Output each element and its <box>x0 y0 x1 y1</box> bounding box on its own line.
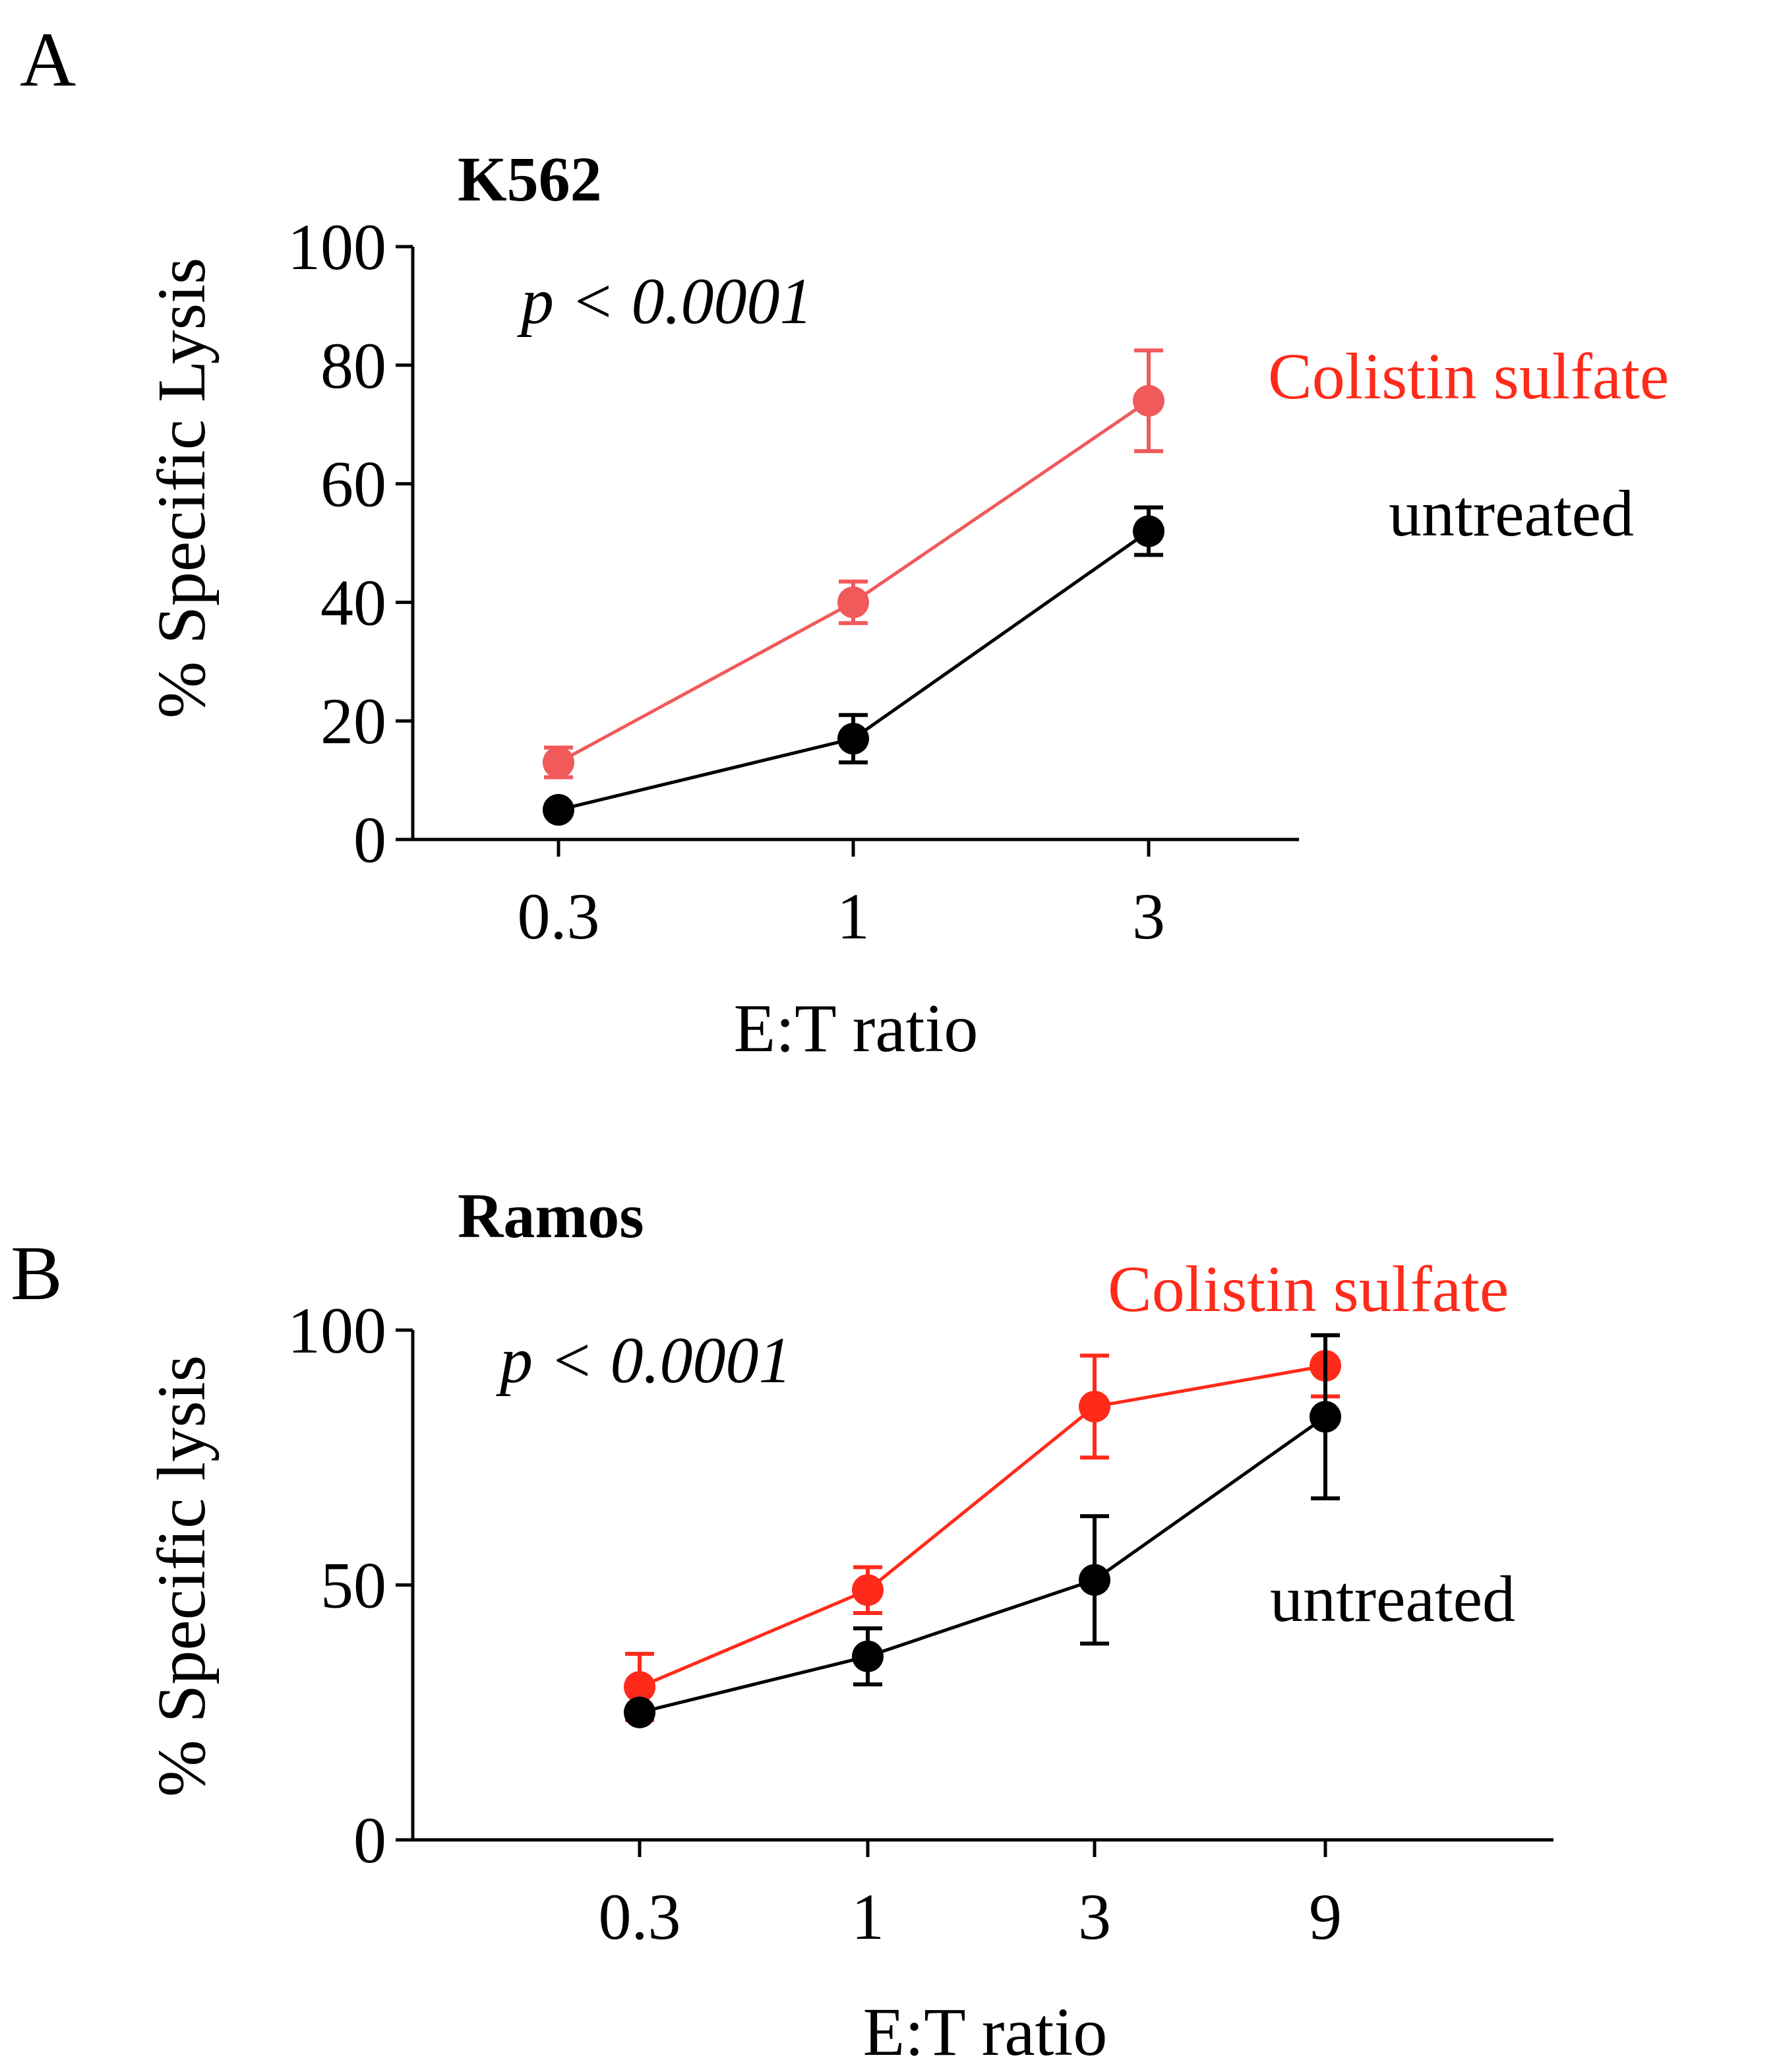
panel-a-y-tick-label: 0 <box>353 803 386 876</box>
panel-b-point-untreated <box>1079 1564 1110 1596</box>
panel-a-x-tick-label: 3 <box>1132 880 1165 953</box>
panel-a-x-ticks: 0.3 1 3 <box>518 839 1165 953</box>
panel-b-y-tick-label: 100 <box>287 1294 386 1367</box>
panel-a-y-axis-label: % Specific Lysis <box>144 257 220 718</box>
panel-b-y-ticks: 0 50 100 <box>287 1294 413 1877</box>
panel-b-point-untreated <box>1310 1401 1341 1433</box>
panel-a-title: K562 <box>458 144 602 214</box>
panel-b-point-untreated <box>624 1696 655 1728</box>
panel-a-point-colistin-sulfate <box>837 586 869 619</box>
panel-a-y-tick-label: 60 <box>320 448 386 521</box>
panel-b-legend-untreated: untreated <box>1270 1562 1515 1635</box>
panel-a-point-untreated <box>543 794 574 826</box>
panel-b-series <box>624 1333 1341 1728</box>
panel-a-series <box>543 348 1164 826</box>
panel-b-line-colistin-sulfate <box>639 1364 1326 1689</box>
panel-a-letter: A <box>20 16 76 103</box>
panel-a-series-colistin-sulfate <box>543 348 1164 779</box>
panel-b-legend-colistin: Colistin sulfate <box>1108 1252 1509 1325</box>
panel-a-x-tick-label: 1 <box>837 880 870 953</box>
panel-a-p-value: p < 0.0001 <box>517 264 812 338</box>
panel-b-x-tick-label: 0.3 <box>599 1880 681 1953</box>
panel-a-y-tick-label: 80 <box>320 329 386 402</box>
panel-a-x-tick-label: 0.3 <box>518 880 600 953</box>
panel-a-y-tick-label: 40 <box>320 566 386 639</box>
panel-a-series-untreated <box>543 505 1164 826</box>
panel-a: A K562 p < 0.0001 % Specific Lysis E:T r… <box>20 16 1669 1066</box>
panel-b-title: Ramos <box>458 1180 644 1251</box>
panel-b-p-value: p < 0.0001 <box>496 1324 791 1397</box>
panel-a-y-tick-label: 100 <box>287 210 386 284</box>
panel-a-point-colistin-sulfate <box>543 747 574 779</box>
panel-b-point-colistin-sulfate <box>852 1574 884 1606</box>
panel-b-series-untreated <box>624 1333 1341 1728</box>
panel-a-y-ticks: 0 20 40 60 80 100 <box>287 210 413 876</box>
panel-b-point-colistin-sulfate <box>624 1671 655 1703</box>
panel-a-point-untreated <box>1133 515 1164 547</box>
panel-b-point-untreated <box>852 1640 884 1672</box>
panel-a-legend-colistin: Colistin sulfate <box>1268 340 1669 413</box>
panel-a-y-tick-label: 20 <box>320 685 386 758</box>
panel-b-x-axis-label: E:T ratio <box>863 1994 1108 2070</box>
panel-b-y-axis-label: % Specific lysis <box>144 1355 220 1797</box>
panel-b: B Ramos p < 0.0001 % Specific lysis E:T … <box>11 1180 1554 2070</box>
panel-b-x-ticks: 0.3 1 3 9 <box>599 1840 1342 1953</box>
panel-b-line-untreated <box>639 1415 1327 1715</box>
panel-b-point-colistin-sulfate <box>1079 1390 1110 1422</box>
panel-a-line-untreated <box>558 530 1150 812</box>
panel-a-point-colistin-sulfate <box>1133 384 1164 417</box>
panel-b-y-tick-label: 50 <box>320 1549 386 1622</box>
panel-a-x-axis-label: E:T ratio <box>734 990 979 1066</box>
panel-b-x-tick-label: 9 <box>1309 1880 1342 1953</box>
panel-a-point-untreated <box>837 723 869 755</box>
panel-b-x-tick-label: 3 <box>1078 1880 1111 1953</box>
panel-a-legend-untreated: untreated <box>1389 477 1634 550</box>
panel-b-x-tick-label: 1 <box>851 1880 884 1953</box>
panel-b-letter: B <box>11 1230 63 1316</box>
panel-b-y-tick-label: 0 <box>353 1804 386 1877</box>
